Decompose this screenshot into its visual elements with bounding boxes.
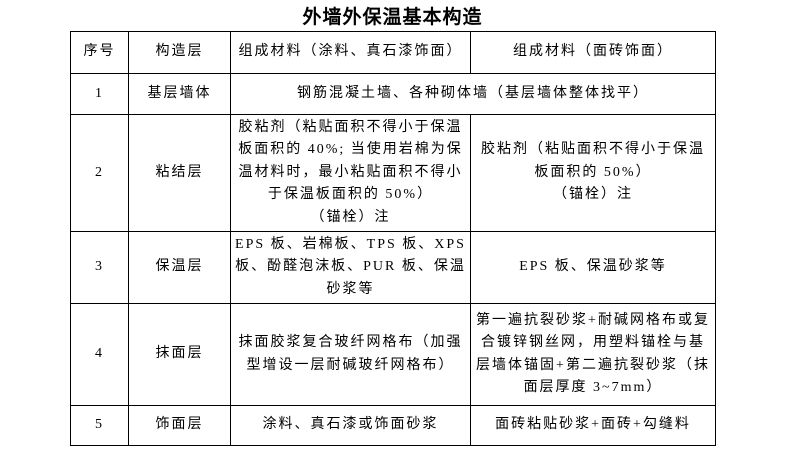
table-row: 2 粘结层 胶粘剂（粘贴面积不得小于保温板面积的 40%; 当使用岩棉为保温材料… bbox=[70, 114, 716, 232]
tile-material-cell: 第一遍抗裂砂浆+耐碱网格布或复合镀锌钢丝网，用塑料锚栓与基层墙体锚固+第二遍抗裂… bbox=[470, 303, 716, 407]
column-header-layer: 构造层 bbox=[128, 31, 231, 74]
row-number-cell: 1 bbox=[70, 73, 129, 115]
coating-material-cell: 涂料、真石漆或饰面砂浆 bbox=[230, 405, 471, 447]
coating-material-cell: EPS 板、岩棉板、TPS 板、XPS 板、酚醛泡沫板、PUR 板、保温砂浆等 bbox=[230, 230, 471, 305]
tile-material-cell: 面砖粘贴砂浆+面砖+勾缝料 bbox=[470, 405, 716, 447]
coating-material-cell: 抹面胶浆复合玻纤网格布（加强型增设一层耐碱玻纤网格布） bbox=[230, 303, 471, 407]
insulation-construction-table: 序号 构造层 组成材料（涂料、真石漆饰面） 组成材料（面砖饰面） 1 基层墙体 … bbox=[70, 31, 716, 447]
table-row: 4 抹面层 抹面胶浆复合玻纤网格布（加强型增设一层耐碱玻纤网格布） 第一遍抗裂砂… bbox=[70, 303, 716, 407]
column-header-coating-finish: 组成材料（涂料、真石漆饰面） bbox=[230, 31, 471, 74]
layer-name-cell: 保温层 bbox=[128, 230, 231, 305]
tile-material-cell: 胶粘剂（粘贴面积不得小于保温板面积的 50%） （锚栓）注 bbox=[470, 114, 716, 232]
column-header-tile-finish: 组成材料（面砖饰面） bbox=[470, 31, 716, 74]
page-title: 外墙外保温基本构造 bbox=[302, 7, 483, 28]
layer-name-cell: 基层墙体 bbox=[128, 73, 231, 115]
row-number-cell: 2 bbox=[70, 114, 129, 232]
column-header-no: 序号 bbox=[70, 31, 129, 74]
layer-name-cell: 抹面层 bbox=[128, 303, 231, 407]
tile-material-cell: EPS 板、保温砂浆等 bbox=[470, 230, 716, 305]
row-number-cell: 3 bbox=[70, 230, 129, 305]
table-row: 3 保温层 EPS 板、岩棉板、TPS 板、XPS 板、酚醛泡沫板、PUR 板、… bbox=[70, 230, 716, 305]
layer-name-cell: 饰面层 bbox=[128, 405, 231, 447]
row-number-cell: 4 bbox=[70, 303, 129, 407]
layer-name-cell: 粘结层 bbox=[128, 114, 231, 232]
table-row: 5 饰面层 涂料、真石漆或饰面砂浆 面砖粘贴砂浆+面砖+勾缝料 bbox=[70, 405, 716, 447]
header-row: 序号 构造层 组成材料（涂料、真石漆饰面） 组成材料（面砖饰面） bbox=[70, 31, 716, 74]
row-number-cell: 5 bbox=[70, 405, 129, 447]
merged-material-cell: 钢筋混凝土墙、各种砌体墙（基层墙体整体找平） bbox=[230, 73, 716, 115]
coating-material-cell: 胶粘剂（粘贴面积不得小于保温板面积的 40%; 当使用岩棉为保温材料时，最小粘贴… bbox=[230, 114, 471, 232]
table-row: 1 基层墙体 钢筋混凝土墙、各种砌体墙（基层墙体整体找平） bbox=[70, 73, 716, 115]
